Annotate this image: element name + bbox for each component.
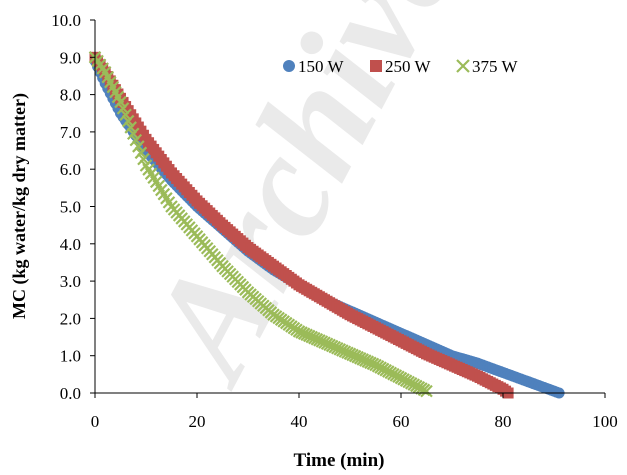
data-point [124, 121, 137, 134]
y-tick-label: 4.0 [60, 235, 81, 254]
y-tick-label: 1.0 [60, 347, 81, 366]
x-tick-label: 60 [393, 412, 410, 431]
data-point [119, 108, 132, 122]
data-point [114, 95, 127, 109]
data-point [137, 152, 150, 166]
legend-item-1: 250 W [370, 57, 431, 76]
x-tick-labels: 0 20 40 60 80 100 [91, 393, 618, 431]
y-tick-label: 3.0 [60, 272, 81, 291]
y-tick-label: 10.0 [51, 11, 81, 30]
x-tick-label: 40 [291, 412, 308, 431]
data-point [126, 127, 140, 141]
y-tick-label: 7.0 [60, 123, 81, 142]
data-point [134, 146, 148, 160]
y-tick-label: 2.0 [60, 309, 81, 328]
y-axis-title: MC (kg water/kg dry matter) [9, 93, 30, 319]
x-tick-label: 0 [91, 412, 100, 431]
legend-label: 375 W [472, 57, 518, 76]
y-tick-label: 8.0 [60, 86, 81, 105]
data-point [132, 140, 145, 153]
legend-label: 250 W [385, 57, 431, 76]
x-tick-label: 100 [592, 412, 618, 431]
data-point [116, 102, 130, 115]
legend-item-2: 375 W [456, 57, 518, 76]
data-point [121, 114, 135, 128]
y-tick-labels: 0.0 1.0 2.0 3.0 4.0 5.0 6.0 7.0 8.0 9.0 10.0 [51, 11, 95, 403]
legend-marker [456, 59, 470, 73]
y-tick-label: 5.0 [60, 198, 81, 217]
y-tick-label: 0.0 [60, 384, 81, 403]
x-tick-label: 80 [495, 412, 512, 431]
x-axis-title: Time (min) [294, 450, 385, 471]
data-point [129, 133, 143, 147]
y-tick-label: 9.0 [60, 48, 81, 67]
legend-label: 150 W [298, 57, 344, 76]
legend-item-0: 150 W [283, 57, 344, 76]
legend: 150 W 250 W 375 W [283, 57, 518, 76]
x-tick-label: 20 [189, 412, 206, 431]
legend-marker [283, 60, 295, 72]
plot-area [88, 51, 565, 399]
data-point [420, 384, 433, 398]
y-tick-label: 6.0 [60, 160, 81, 179]
legend-marker [370, 60, 382, 72]
series-2 [88, 51, 433, 398]
